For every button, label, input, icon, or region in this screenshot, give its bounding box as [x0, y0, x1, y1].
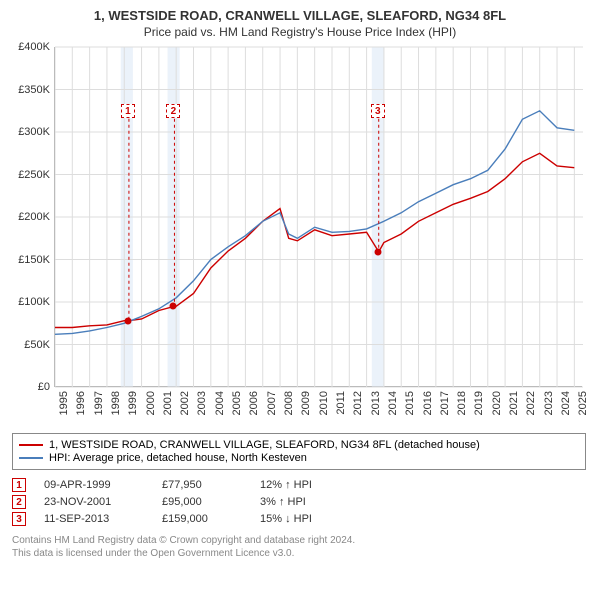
legend-label-price-paid: 1, WESTSIDE ROAD, CRANWELL VILLAGE, SLEA…: [49, 439, 480, 451]
x-tick-label: 2025: [577, 391, 600, 415]
tx-marker: 1: [12, 478, 26, 492]
plot-region: [54, 47, 582, 387]
tx-price: £159,000: [162, 513, 242, 525]
y-tick-label: £200K: [12, 211, 52, 223]
legend: 1, WESTSIDE ROAD, CRANWELL VILLAGE, SLEA…: [12, 433, 586, 470]
tx-hpi: 3% ↑ HPI: [260, 496, 380, 508]
data-point: [170, 303, 177, 310]
data-point: [124, 317, 131, 324]
plot-svg: [55, 47, 583, 387]
chart-container: 1, WESTSIDE ROAD, CRANWELL VILLAGE, SLEA…: [0, 0, 600, 590]
y-tick-label: £350K: [12, 84, 52, 96]
chart-title: 1, WESTSIDE ROAD, CRANWELL VILLAGE, SLEA…: [12, 8, 588, 23]
tx-price: £77,950: [162, 479, 242, 491]
legend-label-hpi: HPI: Average price, detached house, Nort…: [49, 452, 307, 464]
transactions-table: 1 09-APR-1999 £77,950 12% ↑ HPI 2 23-NOV…: [12, 478, 586, 526]
table-row: 3 11-SEP-2013 £159,000 15% ↓ HPI: [12, 512, 586, 526]
y-tick-label: £150K: [12, 254, 52, 266]
tx-marker: 3: [12, 512, 26, 526]
y-tick-label: £50K: [12, 339, 52, 351]
footer-attribution: Contains HM Land Registry data © Crown c…: [12, 534, 588, 560]
tx-hpi: 15% ↓ HPI: [260, 513, 380, 525]
footer-line-2: This data is licensed under the Open Gov…: [12, 547, 588, 560]
tx-price: £95,000: [162, 496, 242, 508]
tx-date: 11-SEP-2013: [44, 513, 144, 525]
chart-area: £0£50K£100K£150K£200K£250K£300K£350K£400…: [12, 47, 588, 427]
chart-marker: 3: [371, 104, 385, 118]
y-tick-label: £300K: [12, 126, 52, 138]
y-tick-label: £250K: [12, 169, 52, 181]
tx-hpi: 12% ↑ HPI: [260, 479, 380, 491]
tx-date: 23-NOV-2001: [44, 496, 144, 508]
data-point: [374, 248, 381, 255]
table-row: 2 23-NOV-2001 £95,000 3% ↑ HPI: [12, 495, 586, 509]
y-tick-label: £100K: [12, 296, 52, 308]
legend-item-price-paid: 1, WESTSIDE ROAD, CRANWELL VILLAGE, SLEA…: [19, 439, 579, 451]
legend-swatch-price-paid: [19, 444, 43, 446]
footer-line-1: Contains HM Land Registry data © Crown c…: [12, 534, 588, 547]
chart-marker: 1: [121, 104, 135, 118]
tx-date: 09-APR-1999: [44, 479, 144, 491]
y-tick-label: £0: [12, 381, 52, 393]
y-tick-label: £400K: [12, 41, 52, 53]
legend-item-hpi: HPI: Average price, detached house, Nort…: [19, 452, 579, 464]
legend-swatch-hpi: [19, 457, 43, 459]
chart-marker: 2: [166, 104, 180, 118]
title-block: 1, WESTSIDE ROAD, CRANWELL VILLAGE, SLEA…: [12, 8, 588, 39]
table-row: 1 09-APR-1999 £77,950 12% ↑ HPI: [12, 478, 586, 492]
tx-marker: 2: [12, 495, 26, 509]
chart-subtitle: Price paid vs. HM Land Registry's House …: [12, 25, 588, 39]
